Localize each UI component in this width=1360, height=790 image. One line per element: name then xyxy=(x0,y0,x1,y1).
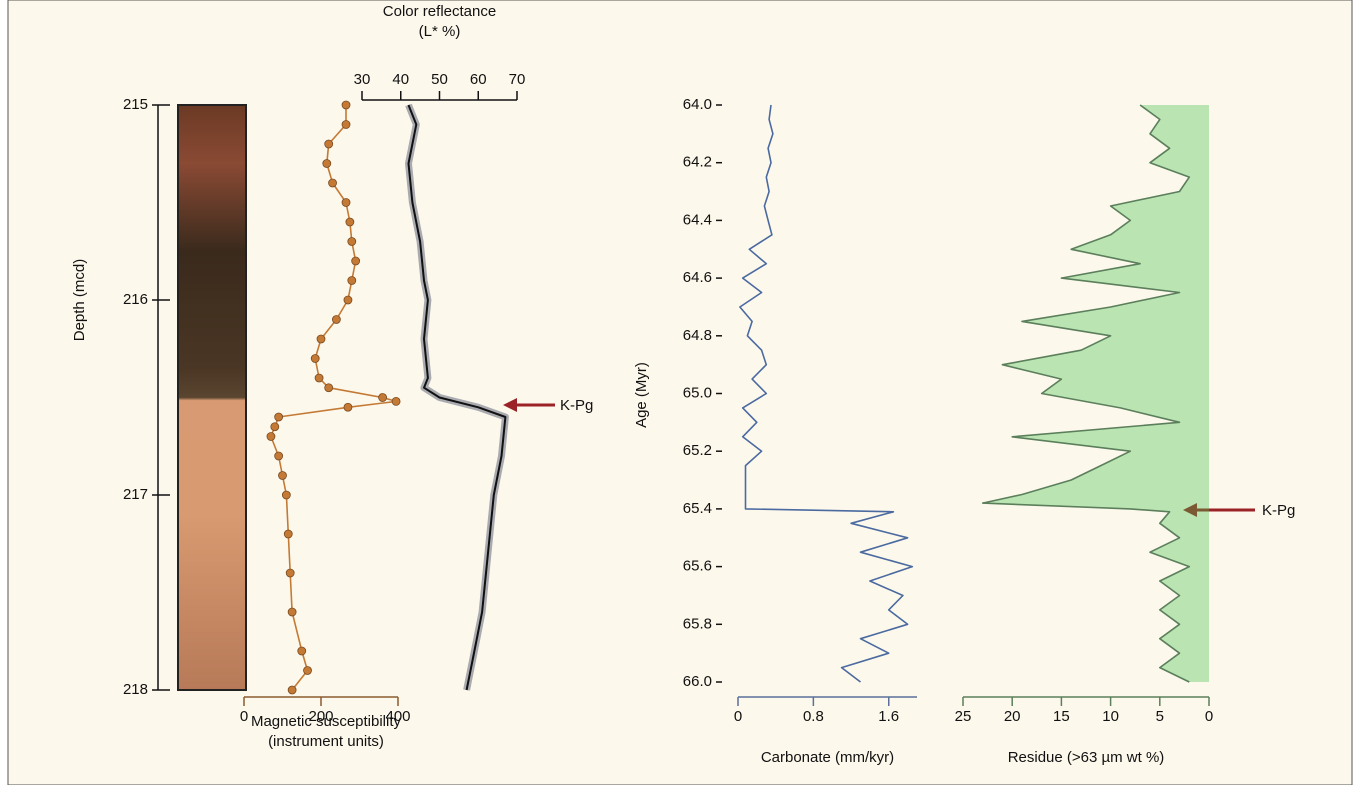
x-tick-label: 40 xyxy=(392,71,409,88)
marker xyxy=(329,179,337,187)
x-axis-label: Color reflectance xyxy=(383,3,496,20)
marker xyxy=(342,121,350,129)
marker xyxy=(344,296,352,304)
y-tick-label: 218 xyxy=(123,681,148,698)
x-tick-label: 1.6 xyxy=(878,708,899,725)
x-axis-label: Carbonate (mm/kyr) xyxy=(761,749,894,766)
figure: K-Pg K-Pg Depth (mcd) Age (Myr) 0200400M… xyxy=(0,0,1360,785)
annotation: K-Pg xyxy=(1262,502,1295,519)
marker xyxy=(325,140,333,148)
marker xyxy=(275,413,283,421)
marker xyxy=(267,433,275,441)
marker xyxy=(311,355,319,363)
marker xyxy=(392,397,400,405)
x-tick-label: 20 xyxy=(1004,708,1021,725)
x-tick-label: 50 xyxy=(431,71,448,88)
x-tick-label: 5 xyxy=(1156,708,1164,725)
marker xyxy=(323,160,331,168)
marker xyxy=(284,530,292,538)
y-tick-label: 65.8 xyxy=(683,615,712,632)
x-tick-label: 70 xyxy=(509,71,526,88)
y-tick-label: 216 xyxy=(123,291,148,308)
y-tick-label: 64.8 xyxy=(683,327,712,344)
y-tick-label: 64.6 xyxy=(683,269,712,286)
marker xyxy=(346,218,354,226)
annotation: K-Pg xyxy=(560,397,593,414)
x-tick-label: 25 xyxy=(955,708,972,725)
marker xyxy=(282,491,290,499)
marker xyxy=(286,569,294,577)
marker xyxy=(288,608,296,616)
y-axis-label: Age (Myr) xyxy=(633,362,650,428)
marker xyxy=(279,472,287,480)
marker xyxy=(348,238,356,246)
y-tick-label: 215 xyxy=(123,96,148,113)
y-tick-label: 64.2 xyxy=(683,154,712,171)
y-axis-label: Depth (mcd) xyxy=(71,259,88,342)
marker xyxy=(352,257,360,265)
marker xyxy=(344,403,352,411)
y-tick-label: 65.4 xyxy=(683,500,712,517)
x-tick-label: 0 xyxy=(734,708,742,725)
marker xyxy=(379,394,387,402)
core-image xyxy=(178,105,246,690)
x-tick-label: 0.8 xyxy=(803,708,824,725)
marker xyxy=(298,647,306,655)
x-axis-label: (L* %) xyxy=(419,23,461,40)
marker xyxy=(325,384,333,392)
marker xyxy=(304,667,312,675)
y-tick-label: 65.2 xyxy=(683,442,712,459)
x-tick-label: 30 xyxy=(354,71,371,88)
y-tick-label: 217 xyxy=(123,486,148,503)
marker xyxy=(288,686,296,694)
y-tick-label: 66.0 xyxy=(683,673,712,690)
x-tick-label: 15 xyxy=(1053,708,1070,725)
marker xyxy=(271,423,279,431)
marker xyxy=(332,316,340,324)
x-tick-label: 0 xyxy=(240,708,248,725)
x-tick-label: 10 xyxy=(1102,708,1119,725)
x-axis-label: (instrument units) xyxy=(268,733,384,750)
y-tick-label: 64.0 xyxy=(683,96,712,113)
y-tick-label: 65.6 xyxy=(683,558,712,575)
marker xyxy=(348,277,356,285)
x-axis-label: Magnetic susceptibility xyxy=(251,713,402,730)
marker xyxy=(342,199,350,207)
marker xyxy=(342,101,350,109)
marker xyxy=(315,374,323,382)
marker xyxy=(317,335,325,343)
marker xyxy=(275,452,283,460)
x-tick-label: 0 xyxy=(1205,708,1213,725)
y-tick-label: 64.4 xyxy=(683,211,712,228)
y-tick-label: 65.0 xyxy=(683,384,712,401)
x-axis-label: Residue (>63 µm wt %) xyxy=(1008,749,1165,766)
x-tick-label: 60 xyxy=(470,71,487,88)
